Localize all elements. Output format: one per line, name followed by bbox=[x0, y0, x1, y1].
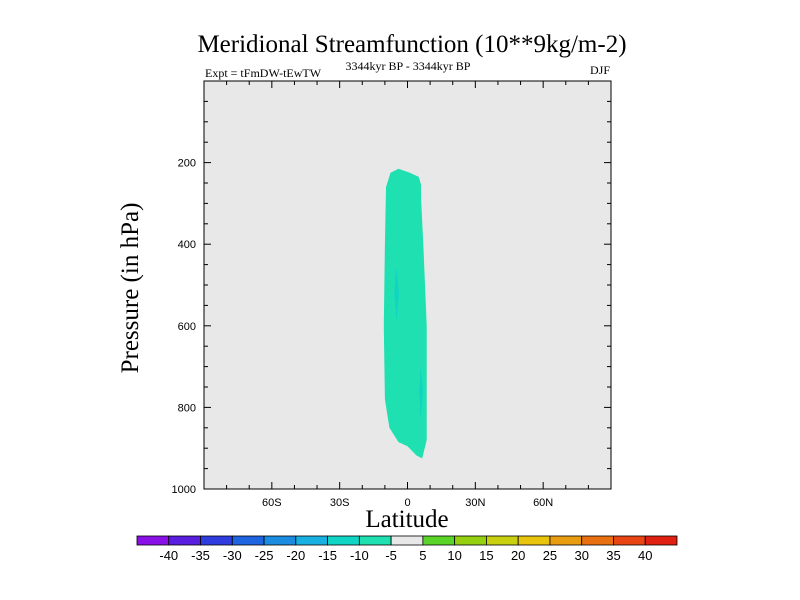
colorbar-label: -40 bbox=[159, 548, 178, 563]
colorbar-label: -25 bbox=[255, 548, 274, 563]
colorbar-swatch bbox=[613, 535, 646, 546]
colorbar-swatch bbox=[454, 535, 487, 546]
colorbar-label: -35 bbox=[191, 548, 210, 563]
colorbar-label: 15 bbox=[479, 548, 493, 563]
y-tick-label: 200 bbox=[178, 158, 196, 170]
colorbar-label: -10 bbox=[350, 548, 369, 563]
x-tick-label: 0 bbox=[404, 497, 410, 509]
axis-tick-labels: 60S 30S 0 30N 60N 200 400 600 800 1000 bbox=[172, 158, 554, 509]
y-tick-label: 600 bbox=[178, 321, 196, 333]
season-label: DJF bbox=[590, 63, 610, 77]
colorbar-label: 35 bbox=[606, 548, 620, 563]
colorbar-label: 20 bbox=[511, 548, 525, 563]
colorbar-label: -20 bbox=[286, 548, 305, 563]
colorbar-label: -30 bbox=[223, 548, 242, 563]
colorbar-swatch bbox=[422, 535, 456, 546]
colorbar-swatch bbox=[644, 535, 678, 546]
y-tick-label: 400 bbox=[178, 239, 196, 251]
contour-region-main bbox=[383, 168, 427, 459]
colorbar-swatch bbox=[486, 535, 519, 546]
colorbar-label: 25 bbox=[543, 548, 557, 563]
time-range-label: 3344kyr BP - 3344kyr BP bbox=[346, 59, 471, 73]
colorbar-label: 10 bbox=[447, 548, 461, 563]
x-tick-label: 60S bbox=[262, 497, 282, 509]
colorbar-label: -15 bbox=[318, 548, 337, 563]
colorbar-swatch bbox=[295, 535, 328, 546]
x-tick-label: 30S bbox=[330, 497, 350, 509]
y-tick-label: 800 bbox=[178, 402, 196, 414]
colorbar-label: 30 bbox=[574, 548, 588, 563]
experiment-label: Expt = tFmDW-tEwTW bbox=[205, 66, 322, 80]
x-tick-label: 30N bbox=[465, 497, 485, 509]
colorbar-swatch bbox=[390, 535, 424, 546]
colorbar-swatch bbox=[517, 535, 551, 546]
colorbar-swatch bbox=[549, 535, 583, 546]
chart-title: Meridional Streamfunction (10**9kg/m-2) bbox=[197, 31, 626, 58]
colorbar-label: 5 bbox=[419, 548, 426, 563]
axis-ticks bbox=[203, 80, 612, 490]
contour-region-inner-1 bbox=[394, 266, 399, 322]
x-axis-label: Latitude bbox=[365, 506, 448, 533]
colorbar-swatch bbox=[231, 535, 265, 546]
colorbar-label: -5 bbox=[385, 548, 397, 563]
colorbar-swatch bbox=[168, 535, 201, 546]
colorbar-swatch bbox=[327, 535, 360, 546]
contour-fill-layer bbox=[383, 168, 427, 459]
colorbar: -40 -35 -30 -25 -20 -15 -10 -5 5 10 15 20 25 30 35 40 bbox=[136, 535, 678, 563]
colorbar-swatch bbox=[136, 535, 170, 546]
colorbar-swatch bbox=[358, 535, 392, 546]
colorbar-swatch bbox=[581, 535, 614, 546]
colorbar-swatch bbox=[200, 535, 233, 546]
colorbar-swatch bbox=[263, 535, 297, 546]
y-tick-label: 1000 bbox=[172, 484, 196, 496]
colorbar-label: 40 bbox=[638, 548, 652, 563]
contour-region-inner-2 bbox=[419, 366, 423, 420]
x-tick-label: 60N bbox=[533, 497, 553, 509]
y-axis-label: Pressure (in hPa) bbox=[117, 203, 144, 374]
